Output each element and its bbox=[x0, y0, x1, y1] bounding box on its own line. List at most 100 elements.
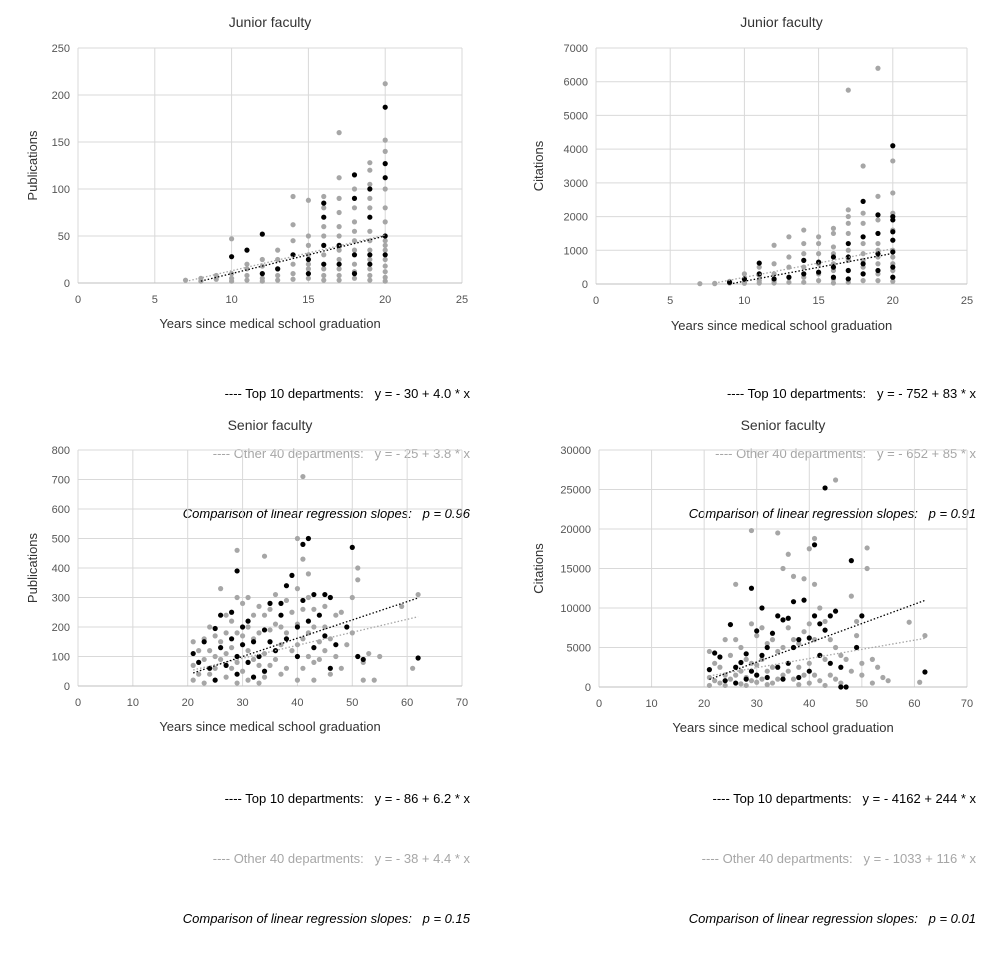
data-point-other-40 bbox=[355, 577, 361, 583]
data-point-other-40 bbox=[748, 527, 755, 534]
data-point-other-40 bbox=[832, 676, 839, 682]
data-point-top-10 bbox=[860, 261, 866, 267]
data-point-top-10 bbox=[775, 613, 781, 619]
data-point-top-10 bbox=[229, 636, 235, 642]
trend-line-top-10 bbox=[192, 597, 419, 674]
data-point-top-10 bbox=[811, 613, 818, 619]
data-point-other-40 bbox=[875, 193, 881, 199]
data-point-top-10 bbox=[294, 624, 301, 630]
data-point-other-40 bbox=[811, 672, 818, 678]
data-point-other-40 bbox=[290, 193, 296, 200]
data-point-other-40 bbox=[801, 227, 807, 233]
data-point-top-10 bbox=[305, 618, 311, 624]
x-axis-label: Years since medical school graduation bbox=[159, 719, 380, 734]
data-point-top-10 bbox=[382, 104, 388, 110]
data-point-other-40 bbox=[382, 269, 388, 275]
data-point-top-10 bbox=[771, 276, 777, 282]
x-tick-label: 10 bbox=[738, 295, 750, 307]
data-point-other-40 bbox=[875, 240, 881, 247]
data-point-other-40 bbox=[769, 664, 776, 670]
data-point-top-10 bbox=[838, 684, 844, 690]
data-point-other-40 bbox=[355, 565, 361, 571]
y-tick-label: 100 bbox=[52, 184, 70, 196]
data-point-other-40 bbox=[283, 597, 290, 604]
data-point-other-40 bbox=[290, 261, 296, 267]
data-point-top-10 bbox=[717, 654, 723, 660]
data-point-other-40 bbox=[727, 676, 734, 682]
data-point-other-40 bbox=[743, 682, 749, 689]
data-point-other-40 bbox=[336, 266, 342, 272]
data-point-other-40 bbox=[717, 680, 723, 686]
data-point-other-40 bbox=[786, 234, 792, 240]
data-point-top-10 bbox=[333, 642, 339, 648]
data-point-other-40 bbox=[305, 594, 311, 601]
data-point-other-40 bbox=[382, 148, 388, 154]
data-point-other-40 bbox=[382, 186, 388, 192]
data-point-other-40 bbox=[738, 681, 744, 687]
data-point-other-40 bbox=[854, 618, 860, 625]
data-point-other-40 bbox=[333, 612, 339, 618]
data-point-top-10 bbox=[790, 599, 797, 605]
data-point-other-40 bbox=[817, 678, 823, 684]
data-point-top-10 bbox=[321, 261, 327, 267]
data-point-other-40 bbox=[327, 636, 333, 642]
y-tick-label: 300 bbox=[52, 593, 70, 605]
y-tick-label: 1000 bbox=[564, 245, 588, 257]
data-point-other-40 bbox=[848, 668, 854, 674]
data-point-other-40 bbox=[290, 238, 296, 244]
data-point-other-40 bbox=[290, 271, 296, 277]
data-point-other-40 bbox=[780, 672, 786, 678]
data-point-other-40 bbox=[267, 662, 273, 668]
y-tick-label: 600 bbox=[52, 504, 70, 516]
data-point-other-40 bbox=[256, 662, 262, 668]
data-point-other-40 bbox=[201, 680, 207, 686]
data-point-other-40 bbox=[830, 280, 837, 286]
data-point-other-40 bbox=[890, 158, 896, 164]
data-point-other-40 bbox=[336, 209, 342, 216]
data-point-other-40 bbox=[234, 630, 240, 636]
caption-other-departments: ---- Other 40 departments: y = - 1033 + … bbox=[701, 851, 976, 866]
data-point-other-40 bbox=[196, 648, 202, 654]
data-point-other-40 bbox=[275, 277, 281, 283]
caption-other-departments: ---- Other 40 departments: y = - 38 + 4.… bbox=[212, 851, 470, 866]
x-tick-label: 10 bbox=[225, 294, 237, 306]
data-point-other-40 bbox=[278, 671, 284, 677]
data-point-top-10 bbox=[196, 659, 202, 665]
data-point-top-10 bbox=[322, 591, 328, 598]
data-point-other-40 bbox=[218, 639, 224, 645]
data-point-top-10 bbox=[275, 266, 281, 272]
data-point-other-40 bbox=[399, 603, 405, 609]
data-point-other-40 bbox=[305, 261, 311, 267]
data-point-other-40 bbox=[321, 252, 327, 258]
data-point-top-10 bbox=[415, 655, 421, 661]
data-point-other-40 bbox=[272, 656, 279, 663]
data-point-other-40 bbox=[336, 233, 342, 239]
y-axis-label: Citations bbox=[531, 140, 546, 191]
data-point-top-10 bbox=[234, 653, 240, 660]
data-point-other-40 bbox=[367, 266, 373, 272]
data-point-other-40 bbox=[817, 605, 823, 611]
data-point-other-40 bbox=[741, 271, 747, 277]
x-axis-label: Years since medical school graduation bbox=[159, 316, 380, 331]
x-tick-label: 25 bbox=[961, 295, 973, 307]
data-point-top-10 bbox=[890, 217, 896, 223]
data-point-top-10 bbox=[316, 612, 322, 618]
data-point-other-40 bbox=[289, 648, 295, 654]
x-tick-label: 60 bbox=[401, 697, 413, 709]
data-point-other-40 bbox=[712, 660, 718, 666]
data-point-top-10 bbox=[822, 485, 828, 491]
data-point-top-10 bbox=[754, 672, 760, 678]
data-point-top-10 bbox=[845, 240, 851, 247]
y-tick-label: 0 bbox=[64, 278, 70, 290]
data-point-other-40 bbox=[382, 242, 388, 248]
x-axis-label: Years since medical school graduation bbox=[671, 318, 892, 333]
data-point-top-10 bbox=[875, 212, 881, 218]
data-point-other-40 bbox=[327, 671, 333, 677]
chart-panel-junior-publications: 0 5 10 15 20 25 0 50 100 150 200 250 Junior faculty Y… bbox=[0, 0, 500, 521]
data-point-other-40 bbox=[182, 277, 189, 283]
trend-line-top-10 bbox=[709, 599, 926, 681]
data-point-other-40 bbox=[811, 637, 818, 643]
data-point-other-40 bbox=[212, 653, 218, 660]
data-point-other-40 bbox=[278, 624, 284, 630]
